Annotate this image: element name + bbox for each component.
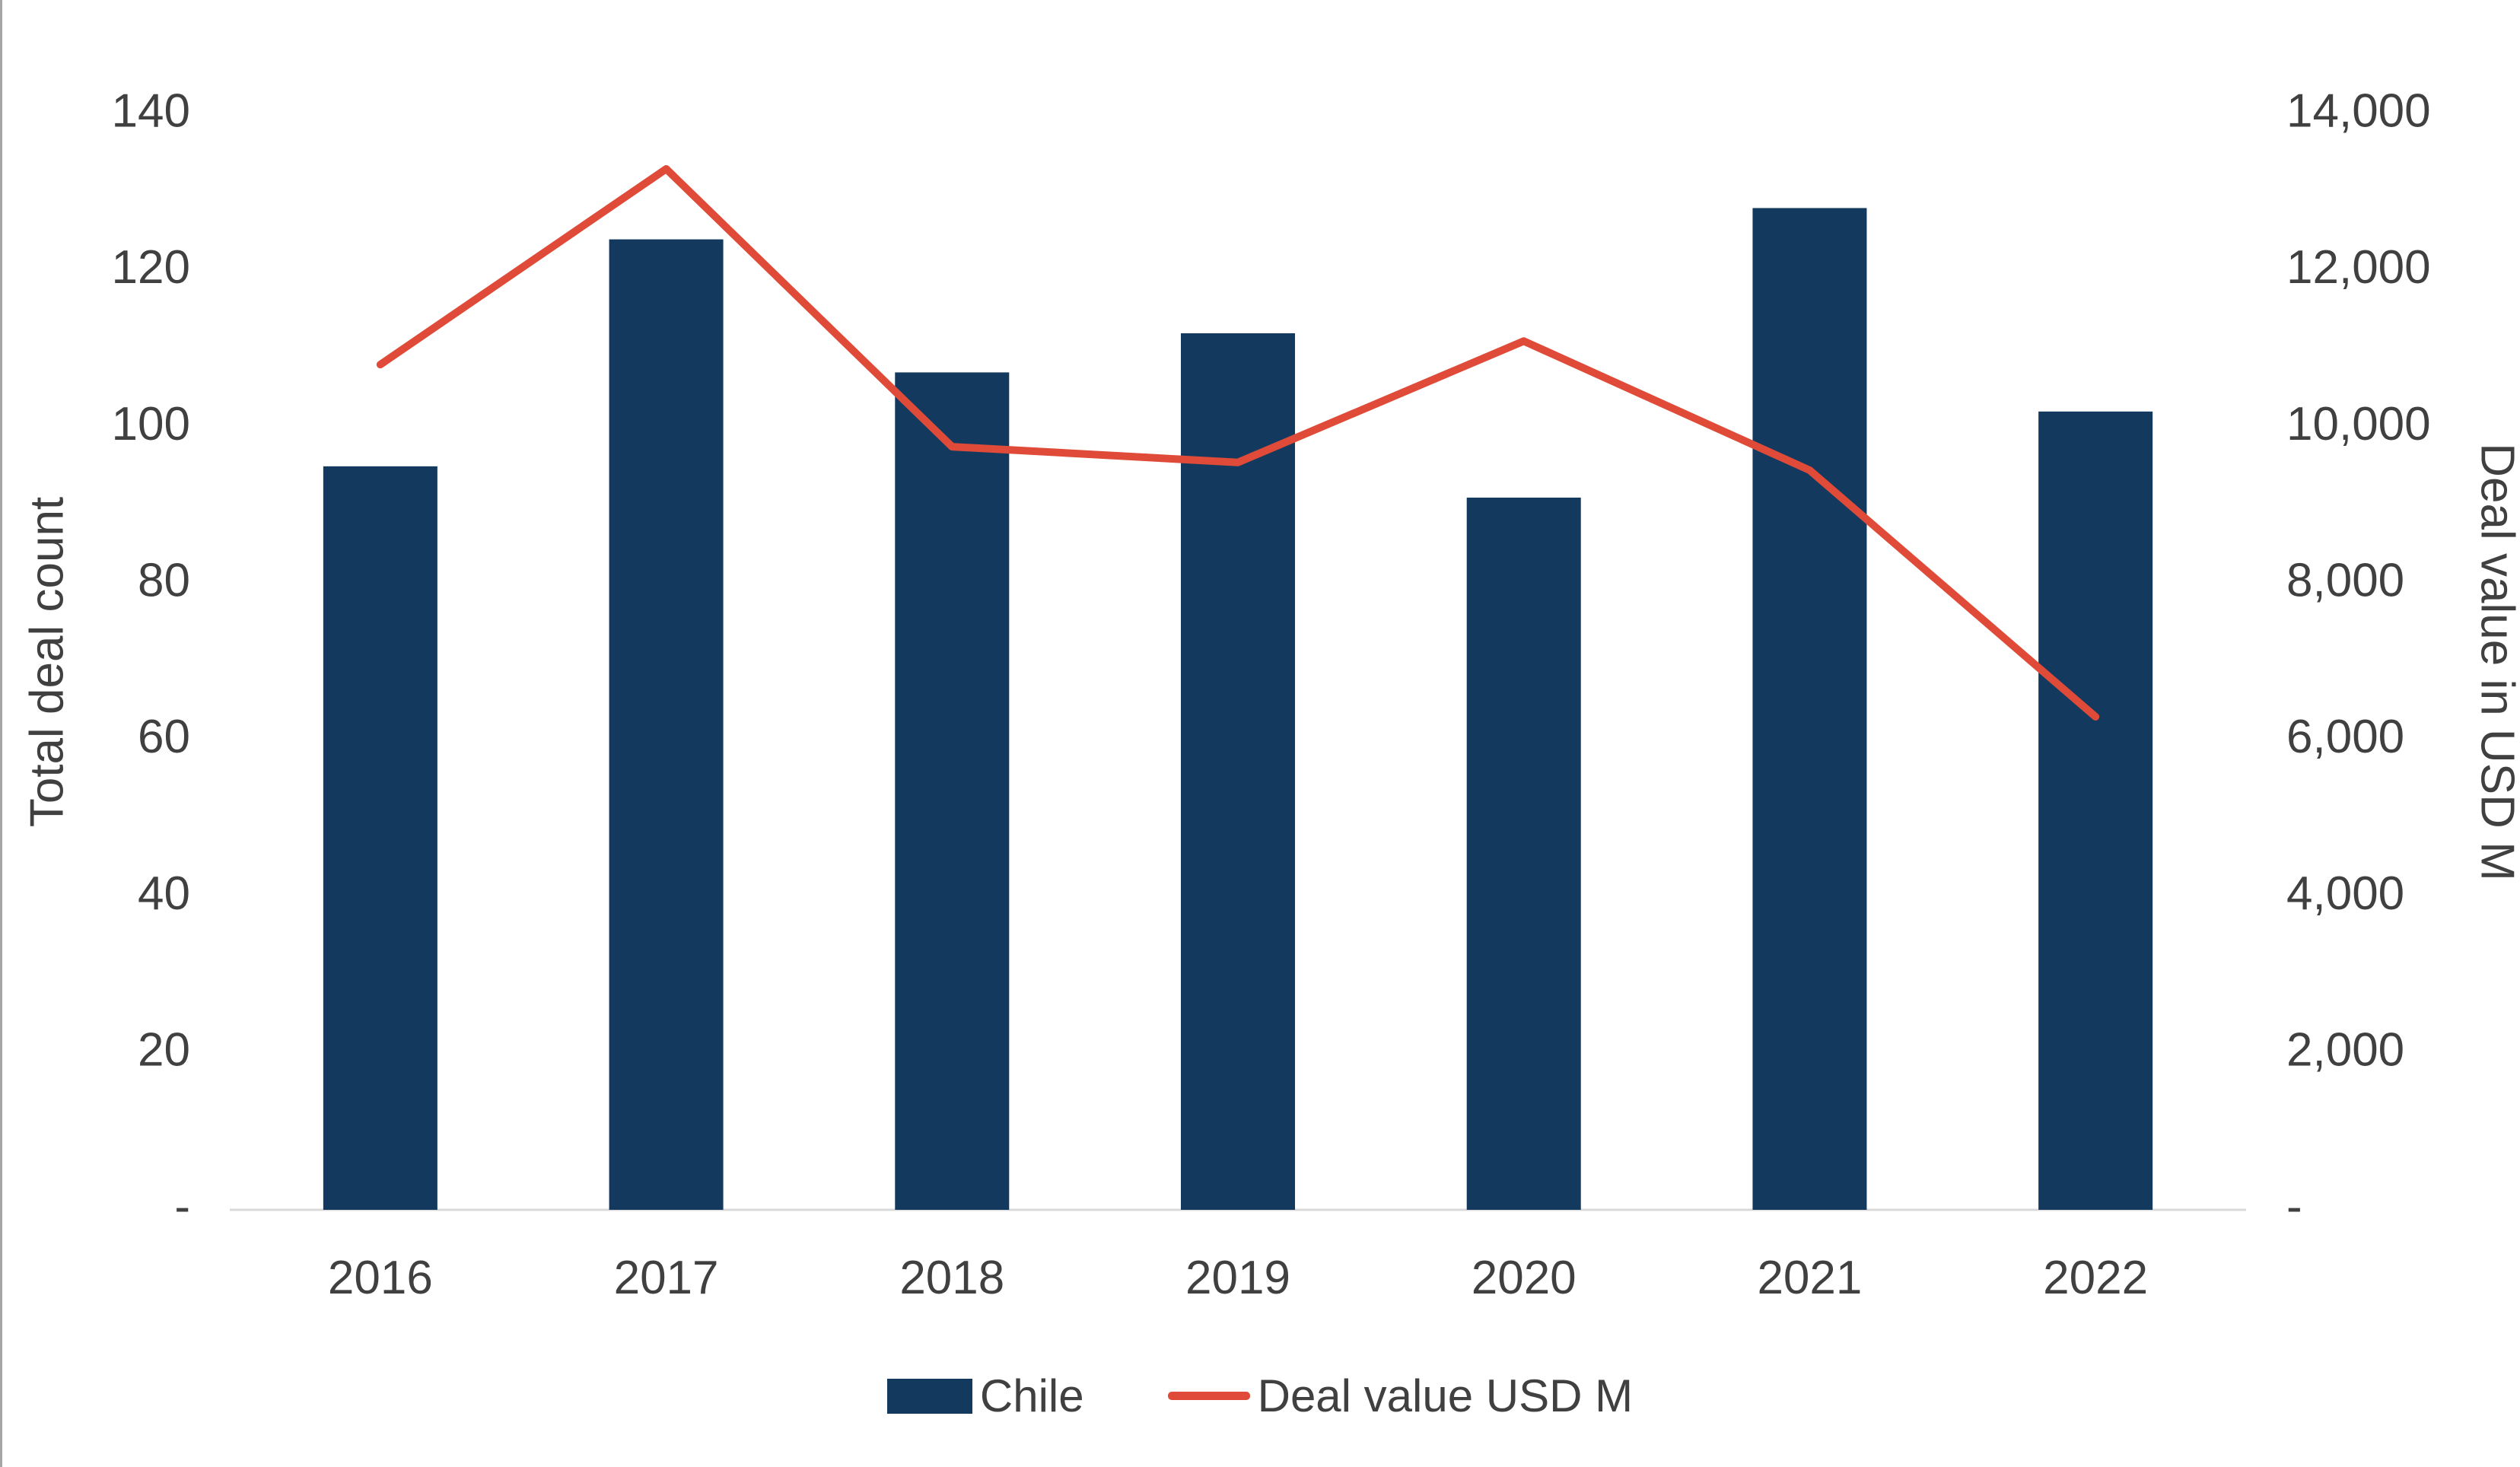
legend-item-deal-value: Deal value USD M — [1167, 1370, 1634, 1422]
bar-2022 — [2038, 411, 2153, 1210]
bar-2019 — [1181, 333, 1295, 1210]
right-axis-tick-label: 12,000 — [2286, 241, 2431, 294]
left-axis-tick-label: 20 — [138, 1024, 190, 1077]
left-axis-tick-label: 40 — [138, 867, 190, 920]
x-axis-category-label: 2019 — [1185, 1252, 1290, 1304]
right-axis-tick-label: - — [2286, 1180, 2302, 1233]
x-axis-category-label: 2020 — [1472, 1252, 1577, 1304]
left-axis-tick-label: 140 — [112, 84, 190, 137]
x-axis-category-label: 2022 — [2043, 1252, 2148, 1304]
right-axis-tick-label: 6,000 — [2286, 711, 2404, 763]
page-left-border — [0, 0, 2, 1467]
legend-line-swatch-icon — [1167, 1392, 1250, 1400]
line-deal-value-usd-m — [376, 165, 2100, 721]
bar-2021 — [1752, 208, 1867, 1210]
left-axis-tick-label: 60 — [138, 711, 190, 763]
legend-item-chile: Chile — [886, 1370, 1084, 1422]
right-axis-title: Deal value in USD M — [2471, 443, 2520, 881]
left-axis-tick-label: 100 — [112, 398, 190, 450]
bar-2020 — [1466, 498, 1581, 1210]
right-axis-tick-label: 8,000 — [2286, 555, 2404, 607]
legend-bar-swatch-icon — [886, 1378, 972, 1414]
right-axis-tick-label: 14,000 — [2286, 84, 2431, 137]
bar-2018 — [895, 372, 1010, 1210]
right-axis-tick-label: 4,000 — [2286, 867, 2404, 920]
legend-label-chile: Chile — [979, 1370, 1084, 1421]
x-axis-category-label: 2016 — [328, 1252, 433, 1304]
left-axis-tick-label: - — [174, 1180, 190, 1233]
left-axis-tick-label: 120 — [112, 241, 190, 294]
bar-2017 — [609, 239, 724, 1211]
x-axis-category-label: 2021 — [1757, 1252, 1862, 1304]
chart-legend: Chile Deal value USD M — [0, 1370, 2520, 1422]
x-axis-category-label: 2018 — [899, 1252, 1004, 1304]
x-axis-category-label: 2017 — [614, 1252, 719, 1304]
right-axis-tick-label: 10,000 — [2286, 398, 2431, 450]
left-axis-title: Total deal count — [21, 496, 74, 828]
right-axis-tick-label: 2,000 — [2286, 1024, 2404, 1077]
bar-2016 — [323, 466, 438, 1210]
legend-label-deal-value: Deal value USD M — [1257, 1370, 1634, 1421]
left-axis-tick-label: 80 — [138, 555, 190, 607]
